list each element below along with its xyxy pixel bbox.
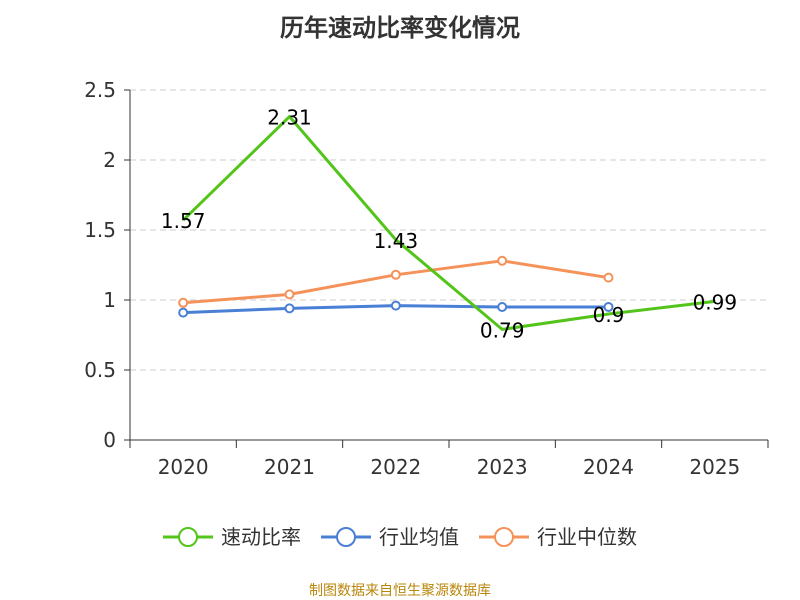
grid-lines [130, 89, 768, 371]
y-tick-label: 2.5 [84, 78, 116, 102]
axes: 0 0.5 1 1.5 2 2.5 2020 2021 2022 2023 2024 2025 [84, 78, 769, 479]
series-point-1 [603, 302, 614, 312]
series-point-2 [284, 289, 295, 300]
x-tick-label: 2025 [689, 455, 740, 479]
series-point-2 [390, 269, 401, 280]
source-note: 制图数据来自恒生聚源数据库 [309, 583, 491, 599]
x-tick-label: 2020 [158, 455, 209, 479]
x-tick-label: 2024 [583, 455, 634, 479]
series-point-1 [497, 302, 508, 312]
x-tick-label: 2023 [477, 455, 528, 479]
data-labels: 1.57 2.31 1.43 0.79 0.9 0.99 [161, 106, 737, 343]
data-label: 2.31 [267, 106, 312, 130]
data-label: 1.43 [374, 229, 419, 253]
legend-item-2[interactable]: 行业中位数 [479, 525, 637, 549]
legend-label: 行业均值 [379, 525, 459, 549]
series-point-1 [178, 307, 189, 318]
series-point-2 [178, 297, 189, 308]
y-tick-label: 0 [103, 428, 116, 452]
legend-item-0[interactable]: 速动比率 [163, 525, 301, 549]
series-line-0 [182, 115, 716, 331]
series-point-1 [284, 303, 295, 314]
y-tick-label: 1.5 [84, 218, 116, 242]
series-point-1 [390, 300, 401, 311]
y-tick-label: 2 [103, 148, 116, 172]
x-tick-label: 2021 [264, 455, 315, 479]
data-label: 0.9 [593, 303, 625, 327]
legend-item-1[interactable]: 行业均值 [321, 525, 459, 549]
legend-swatch-marker [178, 527, 198, 547]
legend-swatch-marker [494, 527, 514, 547]
data-label: 1.57 [161, 209, 206, 233]
series-point-2 [497, 255, 508, 266]
series-point-2 [603, 272, 614, 283]
series-lines [178, 115, 716, 331]
legend: 速动比率 行业均值 行业中位数 [163, 525, 637, 549]
y-tick-label: 0.5 [84, 358, 116, 382]
series-line-2 [183, 259, 609, 305]
legend-label: 速动比率 [221, 525, 301, 549]
x-tick-label: 2022 [370, 455, 421, 479]
legend-swatch-marker [336, 527, 356, 547]
y-tick-label: 1 [103, 288, 116, 312]
chart-title: 历年速动比率变化情况 [280, 14, 520, 42]
data-label: 0.99 [693, 290, 738, 314]
legend-label: 行业中位数 [537, 525, 637, 549]
data-label: 0.79 [480, 318, 525, 342]
